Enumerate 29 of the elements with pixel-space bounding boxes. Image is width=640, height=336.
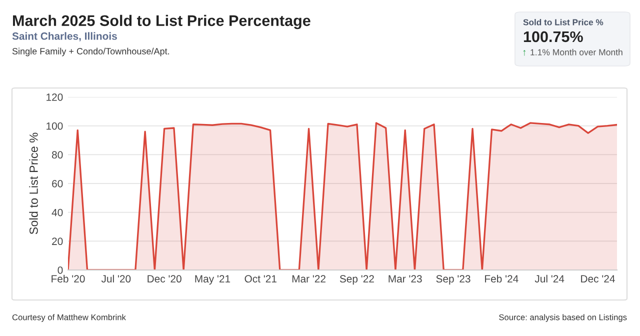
text: Sold to List Price %: [523, 18, 604, 26]
y-axis-title: Sold to List Price %: [29, 132, 38, 234]
x-tick-label: Dec '20: [148, 275, 182, 283]
x-tick-label: Jul '24: [534, 274, 564, 283]
y-tick-label: 20: [52, 238, 63, 246]
x-tick-label: Feb '20: [52, 274, 85, 283]
x-tick-label: Oct '21: [244, 275, 276, 283]
y-tick-label: 120: [46, 94, 63, 101]
x-tick-label: Jul '20: [101, 274, 131, 283]
source-note: Source: analysis based on Listings: [499, 314, 627, 322]
y-tick-label: 40: [52, 208, 63, 216]
chart-subtitle: Saint Charles, Illinois: [12, 32, 117, 42]
x-tick-label: Sep '22: [340, 275, 374, 285]
x-tick-label: Mar '22: [292, 275, 326, 283]
text: Courtesy of Matthew Kombrink: [12, 314, 126, 322]
text: Single Family + Condo/Townhouse/Apt.: [12, 48, 169, 56]
text: 1.1% Month over Month: [530, 48, 622, 56]
y-tick-label: 0: [58, 266, 63, 274]
text: 100.75%: [524, 31, 583, 42]
x-tick-label: Sep '23: [436, 275, 470, 285]
y-tick-label: 100: [46, 122, 63, 130]
x-tick-label: Dec '24: [581, 275, 615, 283]
y-tick-label: 80: [52, 151, 63, 159]
y-tick-label: 60: [52, 180, 63, 188]
x-tick-label: Mar '23: [388, 275, 422, 283]
text: ↑: [523, 50, 526, 56]
chart-title: March 2025 Sold to List Price Percentage: [13, 14, 310, 30]
x-tick-label: May '21: [195, 275, 230, 285]
x-tick-label: Feb '24: [485, 274, 518, 283]
